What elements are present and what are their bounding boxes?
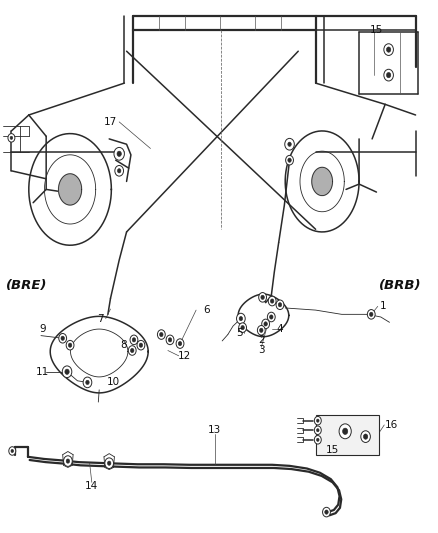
Text: 6: 6	[203, 305, 209, 315]
Circle shape	[178, 342, 182, 346]
Circle shape	[339, 424, 351, 439]
Circle shape	[139, 343, 143, 348]
Circle shape	[322, 507, 330, 517]
Circle shape	[259, 293, 266, 302]
Text: 7: 7	[97, 313, 104, 324]
Circle shape	[288, 158, 291, 163]
Circle shape	[132, 338, 136, 342]
Circle shape	[62, 366, 72, 377]
Circle shape	[325, 510, 328, 514]
Text: 5: 5	[236, 328, 243, 338]
Text: 12: 12	[178, 351, 191, 361]
Circle shape	[285, 139, 294, 150]
Circle shape	[386, 72, 391, 78]
Text: 1: 1	[380, 301, 386, 311]
Circle shape	[314, 416, 321, 425]
Circle shape	[317, 419, 319, 422]
Circle shape	[176, 339, 184, 349]
Circle shape	[61, 336, 64, 341]
Text: (BRE): (BRE)	[6, 279, 47, 292]
Text: 4: 4	[277, 324, 283, 334]
Circle shape	[314, 426, 321, 434]
Circle shape	[370, 312, 373, 317]
Text: (BRB): (BRB)	[379, 279, 422, 292]
Circle shape	[59, 334, 67, 343]
Text: 15: 15	[370, 25, 383, 35]
Circle shape	[367, 310, 375, 319]
Circle shape	[128, 346, 136, 356]
Circle shape	[114, 148, 124, 160]
Circle shape	[239, 317, 243, 321]
Circle shape	[288, 142, 291, 147]
Circle shape	[107, 461, 111, 465]
Circle shape	[267, 312, 275, 322]
Circle shape	[384, 44, 393, 55]
Circle shape	[237, 313, 245, 324]
Circle shape	[361, 431, 371, 442]
Circle shape	[64, 456, 72, 466]
Circle shape	[137, 341, 145, 350]
Circle shape	[261, 295, 265, 300]
Text: 14: 14	[85, 481, 99, 490]
Circle shape	[278, 303, 282, 307]
Circle shape	[83, 377, 92, 387]
Text: 2: 2	[258, 335, 265, 345]
Circle shape	[66, 459, 70, 463]
Circle shape	[117, 151, 121, 157]
Circle shape	[117, 168, 121, 173]
Circle shape	[159, 333, 163, 337]
Text: 8: 8	[120, 340, 127, 350]
Circle shape	[86, 380, 89, 384]
Circle shape	[115, 165, 124, 176]
Circle shape	[166, 335, 174, 345]
Circle shape	[157, 330, 165, 340]
Circle shape	[65, 369, 69, 374]
Circle shape	[258, 326, 265, 335]
Circle shape	[317, 429, 319, 432]
Circle shape	[317, 438, 319, 441]
Circle shape	[384, 69, 393, 81]
Polygon shape	[312, 167, 332, 196]
Circle shape	[270, 299, 274, 303]
Circle shape	[8, 134, 15, 142]
Circle shape	[68, 343, 72, 348]
Circle shape	[286, 156, 293, 165]
Circle shape	[262, 319, 269, 329]
Circle shape	[66, 341, 74, 350]
Circle shape	[11, 449, 14, 453]
Circle shape	[241, 326, 244, 330]
Text: 16: 16	[385, 420, 398, 430]
Text: 13: 13	[208, 425, 222, 435]
FancyBboxPatch shape	[316, 415, 378, 455]
Text: 3: 3	[258, 345, 265, 356]
Text: 10: 10	[107, 377, 120, 387]
Circle shape	[130, 335, 138, 345]
Circle shape	[131, 349, 134, 353]
Circle shape	[105, 458, 113, 469]
Circle shape	[264, 322, 267, 326]
Circle shape	[260, 328, 263, 333]
Circle shape	[9, 447, 16, 455]
Polygon shape	[59, 174, 81, 205]
Text: 15: 15	[325, 445, 339, 455]
Circle shape	[10, 136, 13, 140]
Circle shape	[168, 338, 172, 342]
Circle shape	[269, 315, 273, 319]
Text: 9: 9	[39, 324, 46, 334]
Circle shape	[343, 428, 348, 434]
Text: 17: 17	[104, 117, 117, 127]
Circle shape	[276, 300, 284, 310]
Circle shape	[268, 296, 276, 306]
Circle shape	[239, 323, 247, 333]
Circle shape	[314, 435, 321, 444]
Text: 11: 11	[36, 367, 49, 377]
Circle shape	[386, 47, 391, 52]
Circle shape	[364, 434, 368, 439]
